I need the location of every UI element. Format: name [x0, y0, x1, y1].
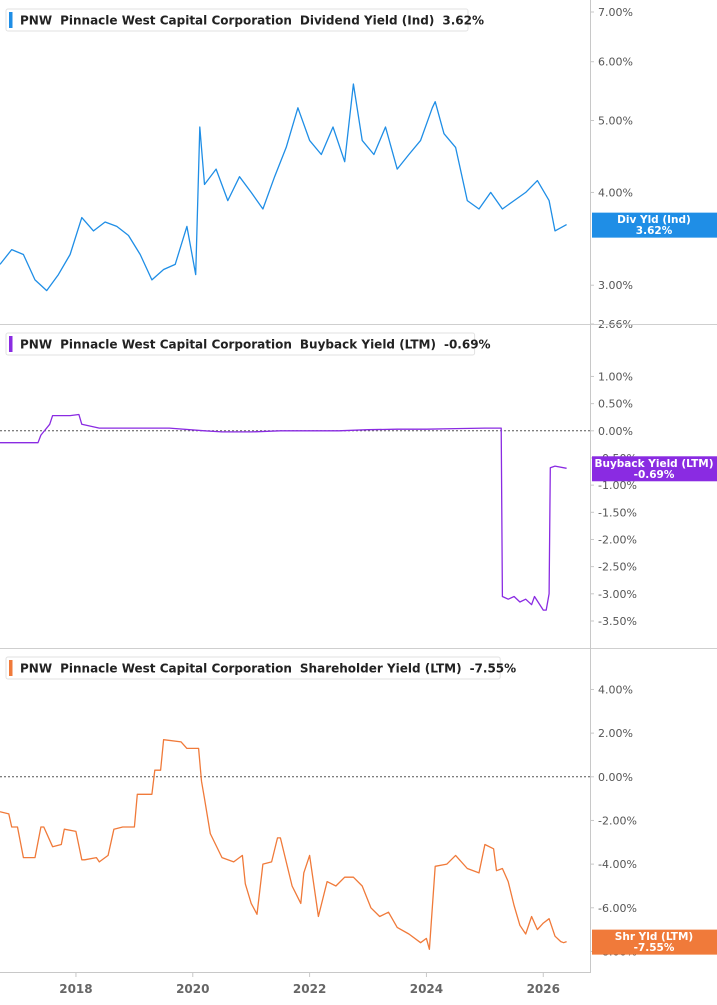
- y-tick-label: -2.00%: [598, 814, 637, 827]
- y-tick-label: 3.00%: [598, 279, 633, 292]
- y-tick-label: -2.00%: [598, 533, 637, 546]
- legend-label: PNW Pinnacle West Capital Corporation Shar…: [20, 662, 516, 676]
- value-tag-3: Shr Yld (LTM)-7.55%: [592, 929, 717, 955]
- y-tick-label: 4.00%: [598, 683, 633, 696]
- legend-value: -7.55%: [470, 662, 517, 676]
- value-tag-value: -0.69%: [634, 469, 675, 481]
- y-tick-label: 2.00%: [598, 727, 633, 740]
- legend-box[interactable]: PNW Pinnacle West Capital Corporation Shar…: [5, 656, 516, 680]
- value-tag-value: -7.55%: [634, 942, 675, 954]
- value-tag-2: Buyback Yield (LTM)-0.69%: [592, 456, 717, 482]
- value-tag-label: Div Yld (Ind): [617, 214, 691, 226]
- legend-ticker: PNW: [20, 14, 52, 28]
- y-tick-label: 0.50%: [598, 398, 633, 411]
- legend-metric: Dividend Yield (Ind): [300, 14, 434, 28]
- y-tick-label: -3.50%: [598, 615, 637, 628]
- legend-background: [5, 332, 476, 356]
- legend-company: Pinnacle West Capital Corporation: [60, 662, 292, 676]
- chart-panel-2: 1.00%0.50%0.00%-0.50%-1.00%-1.50%-2.00%-…: [0, 324, 717, 628]
- legend-color-swatch: [9, 336, 13, 352]
- legend-background: [5, 656, 501, 680]
- y-tick-label: 7.00%: [598, 6, 633, 19]
- legend-metric: Shareholder Yield (LTM): [300, 662, 462, 676]
- series-line-1: [0, 83, 567, 292]
- x-axis-ticks: 2018 2020 2022 2024 2026: [59, 972, 560, 996]
- legend-metric: Buyback Yield (LTM): [300, 338, 436, 352]
- legend-box[interactable]: PNW Pinnacle West Capital Corporation Divi…: [5, 8, 484, 32]
- value-tag-value: 3.62%: [636, 225, 673, 237]
- value-tag-label: Shr Yld (LTM): [615, 931, 693, 943]
- series-line-3: [0, 739, 567, 950]
- value-tag-background: [592, 456, 717, 482]
- y-tick-label: 6.00%: [598, 56, 633, 69]
- legend-value: 3.62%: [442, 14, 484, 28]
- chart-panel-1: 7.00%6.00%5.00%4.00%3.00%2.66%PNW Pinnacl…: [0, 6, 633, 331]
- value-tag-1: Div Yld (Ind)3.62%: [592, 212, 717, 238]
- value-tag-background: [592, 212, 717, 238]
- x-tick-label: 2024: [410, 982, 443, 996]
- y-tick-label: -3.00%: [598, 588, 637, 601]
- series-line-2: [0, 413, 567, 611]
- y-tick-label: 1.00%: [598, 370, 633, 383]
- legend-box[interactable]: PNW Pinnacle West Capital Corporation Buyb…: [5, 332, 491, 356]
- x-tick-label: 2018: [59, 982, 92, 996]
- y-tick-label: -1.50%: [598, 506, 637, 519]
- y-tick-label: 5.00%: [598, 114, 633, 127]
- legend-ticker: PNW: [20, 338, 52, 352]
- legend-background: [5, 8, 469, 32]
- legend-value: -0.69%: [444, 338, 491, 352]
- x-tick-label: 2020: [176, 982, 209, 996]
- y-tick-label: -1.00%: [598, 479, 637, 492]
- y-tick-label: 4.00%: [598, 186, 633, 199]
- legend-label: PNW Pinnacle West Capital Corporation Buyb…: [20, 338, 491, 352]
- legend-color-swatch: [9, 660, 13, 676]
- value-tag-background: [592, 929, 717, 955]
- y-tick-label: -4.00%: [598, 858, 637, 871]
- legend-label: PNW Pinnacle West Capital Corporation Divi…: [20, 14, 484, 28]
- x-tick-label: 2022: [293, 982, 326, 996]
- y-tick-label: -2.50%: [598, 561, 637, 574]
- legend-company: Pinnacle West Capital Corporation: [60, 14, 292, 28]
- x-tick-label: 2026: [527, 982, 560, 996]
- y-tick-label: 0.00%: [598, 771, 633, 784]
- chart-panel-3: 4.00%2.00%0.00%-2.00%-4.00%-6.00%-8.00%P…: [0, 648, 717, 958]
- value-tag-label: Buyback Yield (LTM): [594, 458, 713, 470]
- legend-color-swatch: [9, 12, 13, 28]
- y-tick-label: -6.00%: [598, 902, 637, 915]
- y-tick-label: 0.00%: [598, 425, 633, 438]
- legend-ticker: PNW: [20, 662, 52, 676]
- legend-company: Pinnacle West Capital Corporation: [60, 338, 292, 352]
